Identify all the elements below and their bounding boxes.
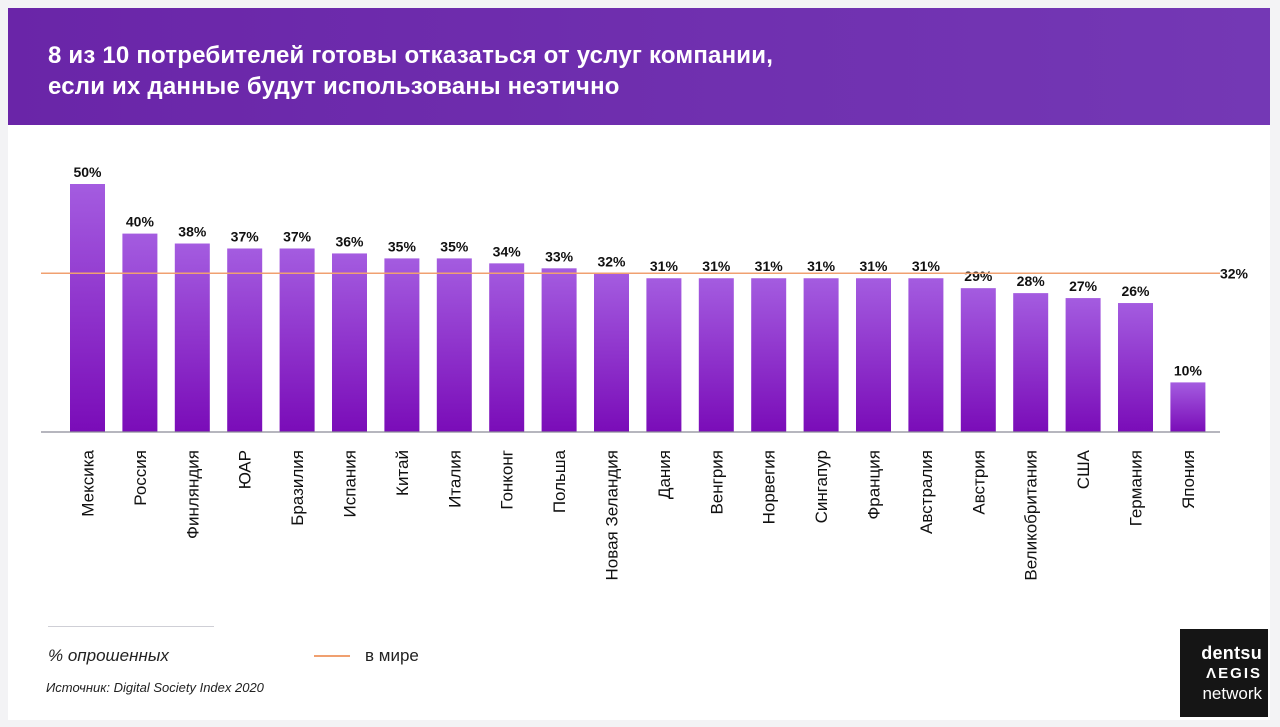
bar-value-label-8: 35% <box>440 238 469 254</box>
bar-2 <box>122 233 158 432</box>
legend-reference-swatch <box>314 655 350 657</box>
category-label-17: Австралия <box>917 450 936 534</box>
category-label-3: Финляндия <box>183 450 202 539</box>
category-label-7: Китай <box>393 450 412 496</box>
bar-21 <box>1118 303 1153 432</box>
bar-value-label-2: 40% <box>126 214 155 230</box>
category-label-9: Гонконг <box>498 450 517 510</box>
bar-13 <box>698 278 734 432</box>
bar-9 <box>489 263 525 432</box>
bar-chart: 50% Мексика 40% Россия 38% Финляндия 37% ЮАР 37%… <box>41 164 1249 581</box>
category-label-14: Норвегия <box>760 450 779 524</box>
bar-19 <box>1013 293 1049 432</box>
bar-value-label-7: 35% <box>388 238 417 254</box>
logo-line-1: dentsu <box>1201 643 1262 663</box>
bar-value-label-10: 33% <box>545 248 574 264</box>
dentsu-aegis-logo: dentsu ΛEGIS network <box>1180 629 1268 717</box>
category-label-16: Франция <box>865 450 884 520</box>
bar-value-label-6: 36% <box>335 233 364 249</box>
bar-value-label-21: 26% <box>1121 283 1150 299</box>
bar-8 <box>436 258 472 432</box>
category-label-5: Бразилия <box>288 450 307 526</box>
bar-value-label-18: 29% <box>964 268 993 284</box>
bar-value-label-11: 32% <box>597 253 626 269</box>
category-label-11: Новая Зеландия <box>603 450 622 581</box>
bar-value-label-13: 31% <box>702 258 731 274</box>
category-label-21: Германия <box>1127 450 1146 526</box>
bar-11 <box>594 273 629 432</box>
header-banner: 8 из 10 потребителей готовы отказаться о… <box>8 8 1270 125</box>
category-label-18: Австрия <box>969 450 988 515</box>
bar-5 <box>279 248 315 432</box>
legend-divider <box>48 626 214 627</box>
bar-4 <box>227 248 263 432</box>
bar-15 <box>803 278 839 432</box>
category-label-6: Испания <box>341 450 360 517</box>
bar-3 <box>174 243 210 432</box>
bar-12 <box>646 278 682 432</box>
bar-10 <box>541 268 577 432</box>
category-label-8: Италия <box>445 450 464 508</box>
chart-title: 8 из 10 потребителей готовы отказаться о… <box>48 40 1048 102</box>
category-label-22: Япония <box>1179 450 1198 509</box>
chart-title-line-1: 8 из 10 потребителей готовы отказаться о… <box>48 42 774 69</box>
bar-value-label-15: 31% <box>807 258 836 274</box>
category-label-20: США <box>1074 449 1093 489</box>
bar-7 <box>384 258 420 432</box>
category-label-4: ЮАР <box>236 450 255 489</box>
bar-18 <box>960 288 996 432</box>
bar-value-label-14: 31% <box>755 258 784 274</box>
bar-6 <box>332 253 367 432</box>
category-label-1: Мексика <box>79 449 98 516</box>
logo-line-2: ΛEGIS <box>1206 665 1262 682</box>
reference-line-label: 32% <box>1220 265 1249 281</box>
source-note: Источник: Digital Society Index 2020 <box>46 680 264 695</box>
bar-20 <box>1065 298 1101 432</box>
bar-16 <box>856 278 891 432</box>
bar-value-label-12: 31% <box>650 258 679 274</box>
category-label-2: Россия <box>131 450 150 506</box>
logo-line-3: network <box>1202 684 1262 703</box>
bar-value-label-19: 28% <box>1017 273 1046 289</box>
bar-value-label-22: 10% <box>1174 362 1203 378</box>
bar-value-label-5: 37% <box>283 228 312 244</box>
slide: 8 из 10 потребителей готовы отказаться о… <box>8 8 1270 720</box>
legend-reference-label: в мире <box>365 646 419 665</box>
bar-value-label-1: 50% <box>73 164 102 180</box>
bar-value-label-4: 37% <box>231 228 260 244</box>
category-label-19: Великобритания <box>1022 450 1041 581</box>
category-label-13: Венгрия <box>707 450 726 515</box>
bar-22 <box>1170 382 1206 432</box>
category-label-10: Польша <box>550 449 569 513</box>
bar-value-label-16: 31% <box>859 258 888 274</box>
category-label-12: Дания <box>655 450 674 499</box>
legend-series-label: % опрошенных <box>48 646 169 665</box>
chart-title-line-2: если их данные будут использованы неэтич… <box>48 73 620 100</box>
bar-value-label-20: 27% <box>1069 278 1098 294</box>
bar-value-label-17: 31% <box>912 258 941 274</box>
category-label-15: Сингапур <box>812 450 831 523</box>
bar-1 <box>70 184 105 432</box>
bar-17 <box>908 278 944 432</box>
bar-value-label-3: 38% <box>178 224 207 240</box>
bar-14 <box>751 278 787 432</box>
bar-value-label-9: 34% <box>493 243 522 259</box>
